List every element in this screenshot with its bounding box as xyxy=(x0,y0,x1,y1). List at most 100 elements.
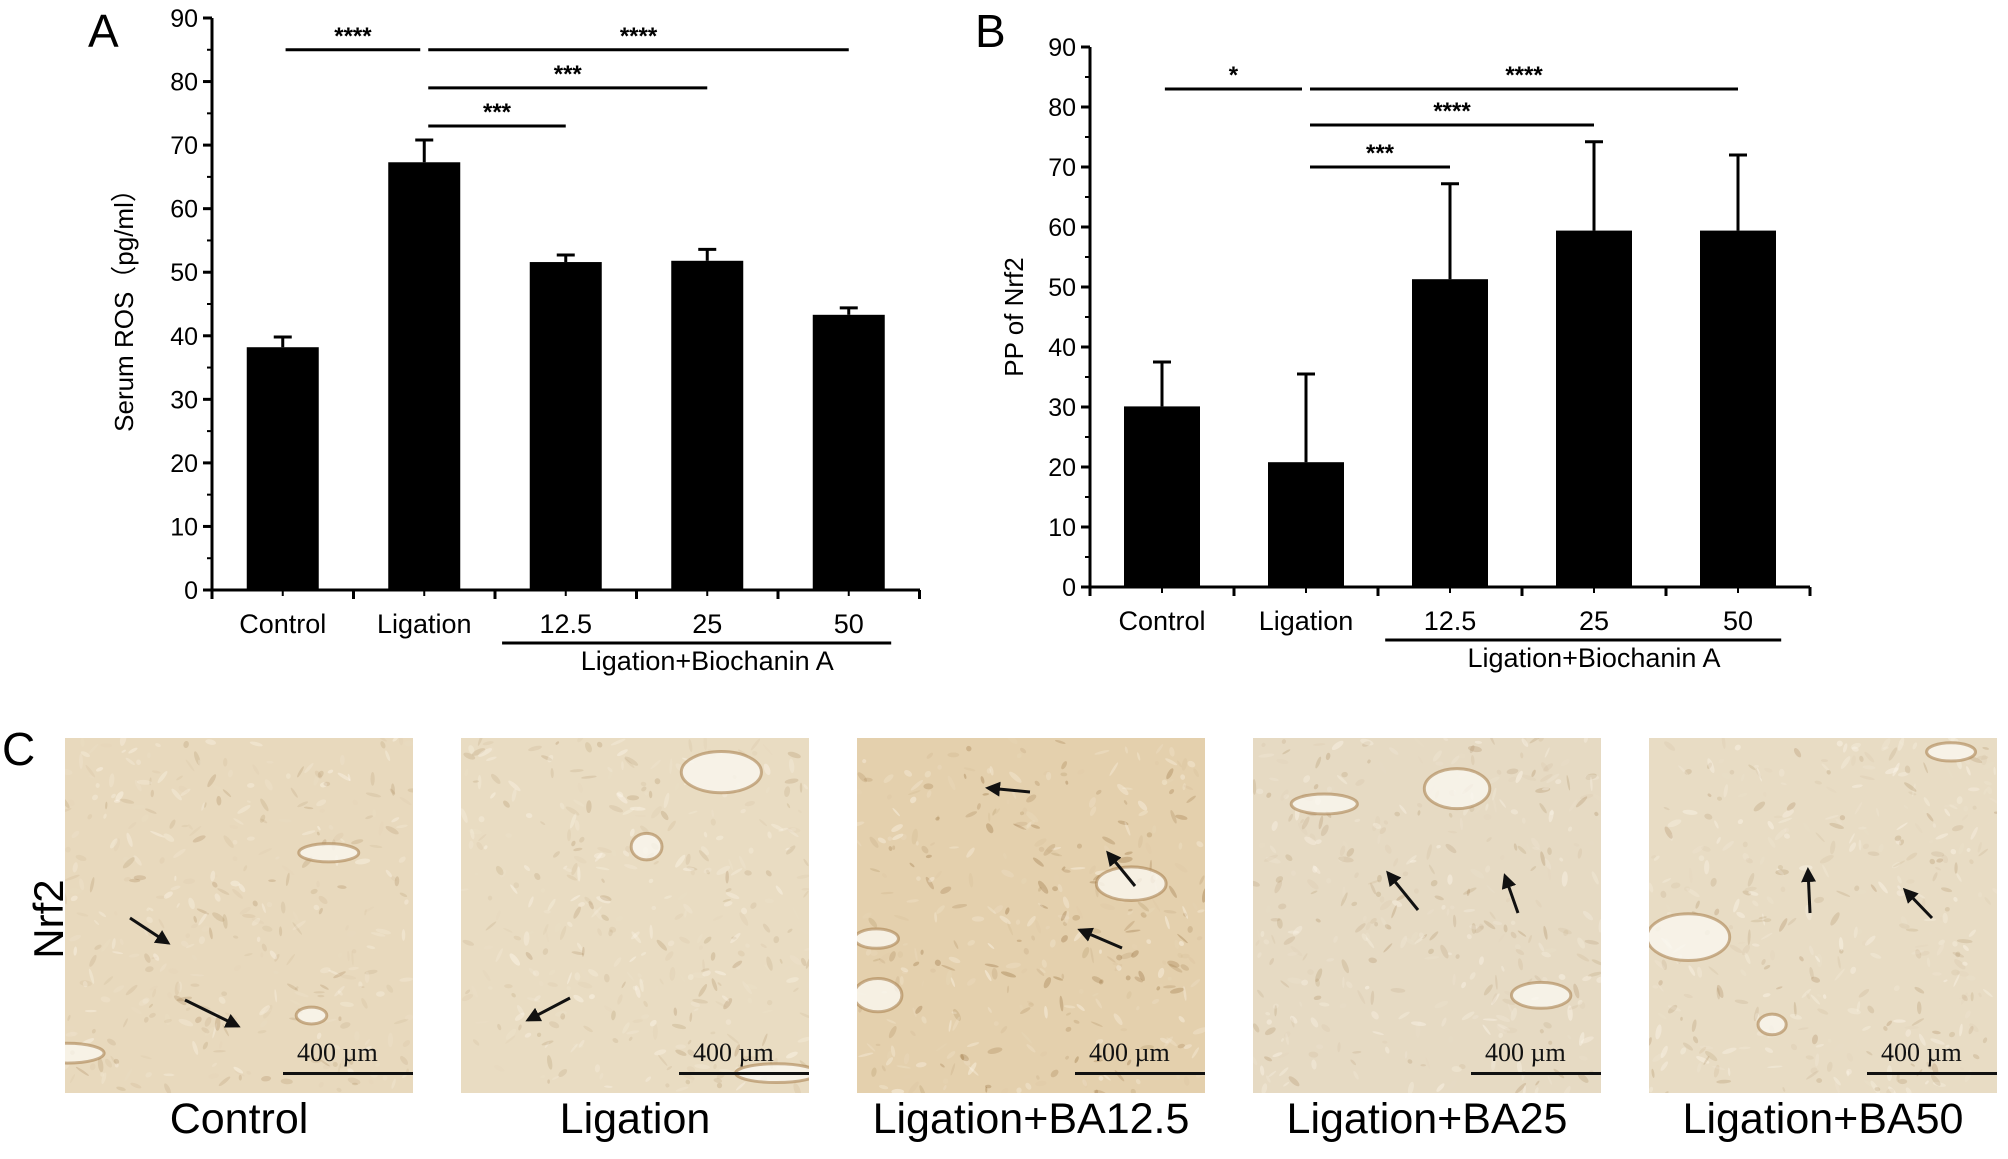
tissue-fiber xyxy=(218,996,226,1004)
tissue-fiber xyxy=(1106,956,1116,963)
tissue-fiber xyxy=(1138,970,1145,982)
tissue-fiber xyxy=(1470,868,1485,879)
tissue-fiber xyxy=(1815,1043,1825,1048)
tissue-fiber xyxy=(541,755,553,761)
tissue-fiber xyxy=(1182,906,1189,919)
tissue-fiber xyxy=(1896,822,1908,831)
tissue-fiber xyxy=(1747,929,1751,946)
chart-b-significance-label: *** xyxy=(1366,140,1395,167)
tissue-fiber xyxy=(1815,832,1825,843)
tissue-fiber xyxy=(354,1031,360,1042)
tissue-fiber xyxy=(523,931,530,946)
tissue-fiber xyxy=(1124,821,1131,836)
tissue-fiber xyxy=(1117,783,1129,796)
tissue-fiber xyxy=(563,865,568,870)
tissue-fiber xyxy=(1764,1047,1774,1053)
tissue-fiber xyxy=(69,934,82,942)
tissue-fiber xyxy=(518,1024,522,1031)
tissue-fiber xyxy=(1923,918,1937,922)
tissue-fiber xyxy=(1834,1081,1840,1093)
tissue-fiber xyxy=(966,978,976,986)
tissue-fiber xyxy=(1288,813,1294,822)
tissue-fiber xyxy=(1088,797,1096,808)
tissue-fiber xyxy=(1870,884,1877,892)
tissue-fiber xyxy=(93,919,100,925)
tissue-fiber xyxy=(190,974,205,977)
tissue-fiber xyxy=(1337,1042,1341,1053)
vessel-lumen xyxy=(294,1005,329,1026)
tissue-fiber xyxy=(314,770,322,779)
tissue-fiber xyxy=(485,756,497,761)
tissue-fiber xyxy=(900,967,909,973)
tissue-fiber xyxy=(89,954,97,967)
tissue-fiber xyxy=(1065,1026,1072,1032)
tissue-fiber xyxy=(1657,1012,1667,1020)
tissue-fiber xyxy=(1256,928,1261,941)
tissue-fiber xyxy=(1944,906,1950,912)
tissue-fiber xyxy=(987,906,997,914)
chart-b-bar xyxy=(1556,230,1632,587)
tissue-fiber xyxy=(1043,977,1052,989)
tissue-fiber xyxy=(544,1041,550,1049)
tissue-fiber xyxy=(142,997,150,1004)
tissue-fiber xyxy=(1469,744,1475,754)
vessel-lumen xyxy=(1422,767,1492,811)
tissue-fiber xyxy=(391,817,400,823)
tissue-fiber xyxy=(573,906,581,919)
tissue-fiber xyxy=(685,853,691,865)
tissue-fiber xyxy=(1984,897,1991,905)
tissue-fiber xyxy=(130,1082,142,1089)
arrow-icon xyxy=(1106,850,1137,887)
tissue-fiber xyxy=(185,759,195,772)
tissue-fiber xyxy=(1082,1079,1088,1087)
tissue-texture xyxy=(1253,738,1601,1093)
tissue-fiber xyxy=(1006,738,1018,745)
tissue-fiber xyxy=(921,1016,927,1024)
tissue-fiber xyxy=(1169,747,1175,757)
tissue-fiber xyxy=(320,782,328,788)
tissue-fiber xyxy=(385,750,391,762)
tissue-fiber xyxy=(1753,1006,1759,1022)
tissue-fiber xyxy=(872,958,881,962)
tissue-fiber xyxy=(513,882,520,889)
tissue-fiber xyxy=(906,899,919,903)
tissue-fiber xyxy=(1810,976,1821,983)
tissue-fiber xyxy=(218,1076,231,1087)
tissue-fiber xyxy=(533,747,539,752)
tissue-fiber xyxy=(304,763,314,774)
tissue-fiber xyxy=(1568,1005,1579,1010)
tissue-fiber xyxy=(1580,1036,1594,1044)
tissue-fiber xyxy=(490,792,496,799)
tissue-fiber xyxy=(1315,918,1321,923)
tissue-fiber xyxy=(1943,979,1948,983)
tissue-fiber xyxy=(540,888,546,893)
tissue-fiber xyxy=(571,951,584,955)
chart-a-category-label: Control xyxy=(239,609,326,639)
tissue-fiber xyxy=(259,814,266,823)
tissue-fiber xyxy=(1541,787,1550,791)
tissue-fiber xyxy=(1266,1075,1271,1083)
tissue-fiber xyxy=(1660,1045,1668,1059)
tissue-fiber xyxy=(731,936,737,940)
tissue-fiber xyxy=(1163,910,1177,914)
tissue-fiber xyxy=(971,916,985,922)
tissue-fiber xyxy=(145,966,154,973)
tissue-fiber xyxy=(157,770,168,784)
tissue-fiber xyxy=(1082,947,1090,959)
tissue-fiber xyxy=(1320,824,1329,837)
tissue-fiber xyxy=(564,868,573,873)
arrow-icon xyxy=(184,998,241,1028)
tissue-fiber xyxy=(1820,759,1828,763)
chart-a-significance-label: *** xyxy=(554,61,583,88)
tissue-fiber xyxy=(1272,1052,1283,1058)
tissue-fiber xyxy=(1361,933,1368,942)
tissue-fiber xyxy=(1549,810,1555,816)
tissue-fiber xyxy=(1577,999,1583,1005)
tissue-fiber xyxy=(910,796,917,804)
tissue-fiber xyxy=(750,902,757,909)
tissue-fiber xyxy=(1341,771,1348,778)
tissue-fiber xyxy=(1983,780,1992,786)
tissue-fiber xyxy=(192,835,206,843)
tissue-fiber xyxy=(1978,848,1989,857)
tissue-fiber xyxy=(257,1030,267,1034)
